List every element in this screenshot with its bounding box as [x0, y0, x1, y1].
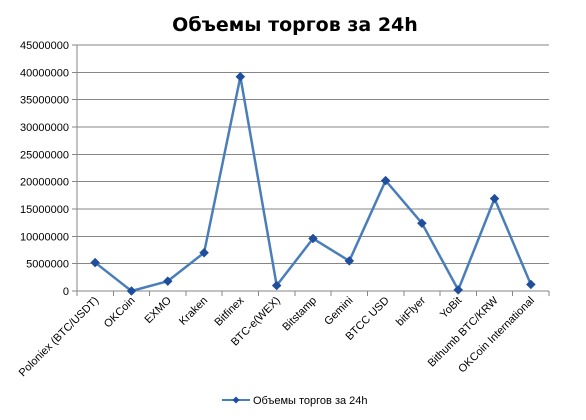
y-tick-label: 35000000	[20, 95, 69, 107]
x-tick-label: Poloniex (BTC/USDT)	[17, 295, 102, 380]
x-tick-label: YoBit	[438, 295, 464, 321]
data-point-marker	[308, 233, 318, 244]
y-tick-label: 15000000	[20, 204, 69, 216]
data-point-marker	[90, 257, 101, 268]
chart-title: Объемы торгов за 24h	[172, 14, 418, 36]
x-tick-label: Bitfinex	[213, 294, 247, 328]
data-point-marker	[344, 256, 355, 266]
series-line	[94, 75, 532, 293]
data-point-marker	[489, 193, 500, 204]
legend-label: Объемы торгов за 24h	[253, 395, 368, 407]
data-point-marker	[380, 175, 391, 186]
y-tick-label: 20000000	[20, 177, 69, 189]
x-tick-label: EXMO	[142, 294, 174, 326]
y-tick-label: 40000000	[20, 67, 69, 79]
x-tick-label: bitFlyer	[394, 294, 428, 328]
legend-marker	[232, 396, 240, 404]
y-tick-label: 30000000	[20, 122, 69, 134]
y-tick-label: 0	[63, 286, 69, 298]
series	[90, 71, 536, 296]
data-point-marker	[271, 280, 282, 291]
data-point-marker	[525, 279, 536, 290]
data-point-marker	[162, 276, 173, 287]
data-point-marker	[417, 218, 427, 229]
axes	[72, 44, 550, 296]
gridlines	[77, 44, 549, 265]
x-tick-label: OKCoin	[102, 295, 138, 331]
legend: Объемы торгов за 24h	[222, 395, 368, 407]
x-axis-tick-labels: Poloniex (BTC/USDT) OKCoin EXMO Kraken Bitfi…	[17, 294, 537, 379]
x-tick-label: Kraken	[177, 295, 210, 328]
y-tick-label: 10000000	[20, 231, 69, 243]
y-tick-label: 5000000	[26, 259, 69, 271]
data-point-marker	[453, 285, 464, 295]
data-point-marker	[199, 247, 209, 258]
y-axis-tick-labels: 0 5000000 10000000 15000000 20000000 25000000…	[20, 40, 69, 298]
x-tick-label: Bitstamp	[280, 295, 319, 334]
data-point-marker	[126, 286, 137, 296]
y-tick-label: 25000000	[20, 149, 69, 161]
x-tick-label: Bithumb BTC/KRW	[426, 294, 501, 369]
data-point-marker	[235, 71, 246, 82]
x-tick-label: Gemini	[322, 295, 355, 328]
y-tick-label: 45000000	[20, 40, 69, 52]
